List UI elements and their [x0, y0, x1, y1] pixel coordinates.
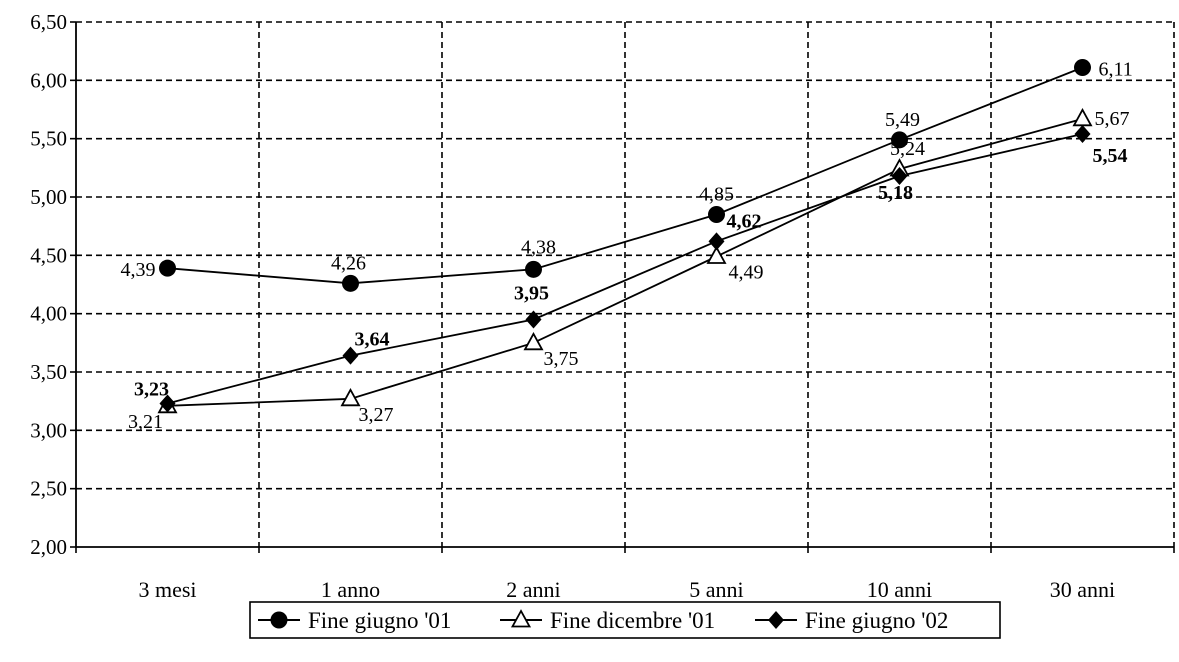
data-label: 4,62 — [727, 210, 762, 232]
y-tick-label: 2,00 — [30, 535, 67, 559]
y-tick-label: 6,50 — [30, 10, 67, 34]
data-label: 3,27 — [359, 404, 394, 426]
triangle-marker — [523, 331, 544, 351]
data-label: 4,38 — [521, 236, 556, 258]
x-tick-label: 2 anni — [506, 577, 560, 602]
circle-marker — [270, 611, 288, 629]
x-tick-label: 30 anni — [1050, 577, 1115, 602]
triangle-marker — [706, 245, 727, 264]
triangle-marker — [340, 387, 361, 407]
legend-label: Fine dicembre '01 — [550, 608, 715, 633]
series-lines — [167, 66, 1083, 407]
y-tick-label: 5,50 — [30, 127, 67, 151]
data-label: 6,11 — [1099, 59, 1133, 81]
data-label: 5,49 — [885, 109, 920, 131]
y-tick-label: 5,00 — [30, 185, 67, 209]
data-labels: 4,39 4,26 4,38 4,85 5,49 6,11 3,21 3,27 3,75 4,49… — [121, 59, 1133, 433]
data-label: 3,21 — [128, 411, 163, 433]
x-tick-label: 10 anni — [867, 577, 932, 602]
legend-label: Fine giugno '01 — [308, 608, 451, 633]
data-label: 3,75 — [544, 348, 579, 370]
circle-marker — [159, 259, 176, 277]
data-label: 3,95 — [514, 283, 549, 305]
x-tick-label: 3 mesi — [138, 577, 196, 602]
y-tick-label: 6,00 — [30, 68, 67, 92]
diamond-marker — [708, 232, 725, 251]
legend-label: Fine giugno '02 — [805, 608, 948, 633]
data-label: 4,39 — [121, 259, 156, 281]
diamond-marker — [525, 310, 542, 329]
y-tick-label: 3,50 — [30, 360, 67, 384]
triangle-marker — [1072, 107, 1093, 127]
data-label: 5,54 — [1093, 145, 1128, 167]
diamond-marker — [159, 394, 176, 413]
grid-lines — [76, 21, 1175, 547]
data-label: 4,26 — [331, 252, 366, 274]
circle-marker — [1074, 59, 1091, 76]
legend-box — [249, 601, 1001, 639]
data-label: 3,64 — [355, 329, 390, 351]
legend: Fine giugno '01 Fine dicembre '01 Fine giu… — [249, 601, 1001, 639]
diamond-marker — [891, 167, 908, 185]
diamond-marker — [342, 346, 359, 365]
x-tick-label: 5 anni — [689, 577, 743, 602]
series-markers — [157, 59, 1093, 414]
circle-marker — [342, 274, 359, 292]
y-tick-label: 4,00 — [30, 302, 67, 326]
series-line — [167, 66, 1083, 285]
y-tick-label: 4,50 — [30, 243, 67, 267]
data-label: 5,67 — [1095, 108, 1130, 130]
data-label: 5,24 — [890, 138, 925, 160]
triangle-marker — [510, 609, 532, 628]
data-label: 4,85 — [699, 184, 734, 206]
diamond-marker — [1074, 125, 1091, 143]
data-label: 5,18 — [878, 182, 913, 204]
series-line — [167, 133, 1083, 405]
y-tick-label: 3,00 — [30, 418, 67, 442]
circle-marker — [708, 206, 725, 223]
x-tick-label: 1 anno — [321, 577, 380, 602]
diamond-marker — [768, 611, 784, 629]
data-label: 3,23 — [134, 379, 169, 401]
data-label: 4,49 — [729, 262, 764, 284]
y-tick-labels: 2,00 2,50 3,00 3,50 4,00 4,50 5,00 5,50 6,00 6,50 — [30, 10, 67, 559]
y-tick-label: 2,50 — [30, 477, 67, 501]
axes — [70, 21, 1175, 553]
circle-marker — [891, 131, 908, 149]
series-line — [167, 117, 1083, 407]
x-tick-labels: 3 mesi 1 anno 2 anni 5 anni 10 anni 30 anni — [138, 577, 1115, 602]
circle-marker — [525, 260, 542, 278]
